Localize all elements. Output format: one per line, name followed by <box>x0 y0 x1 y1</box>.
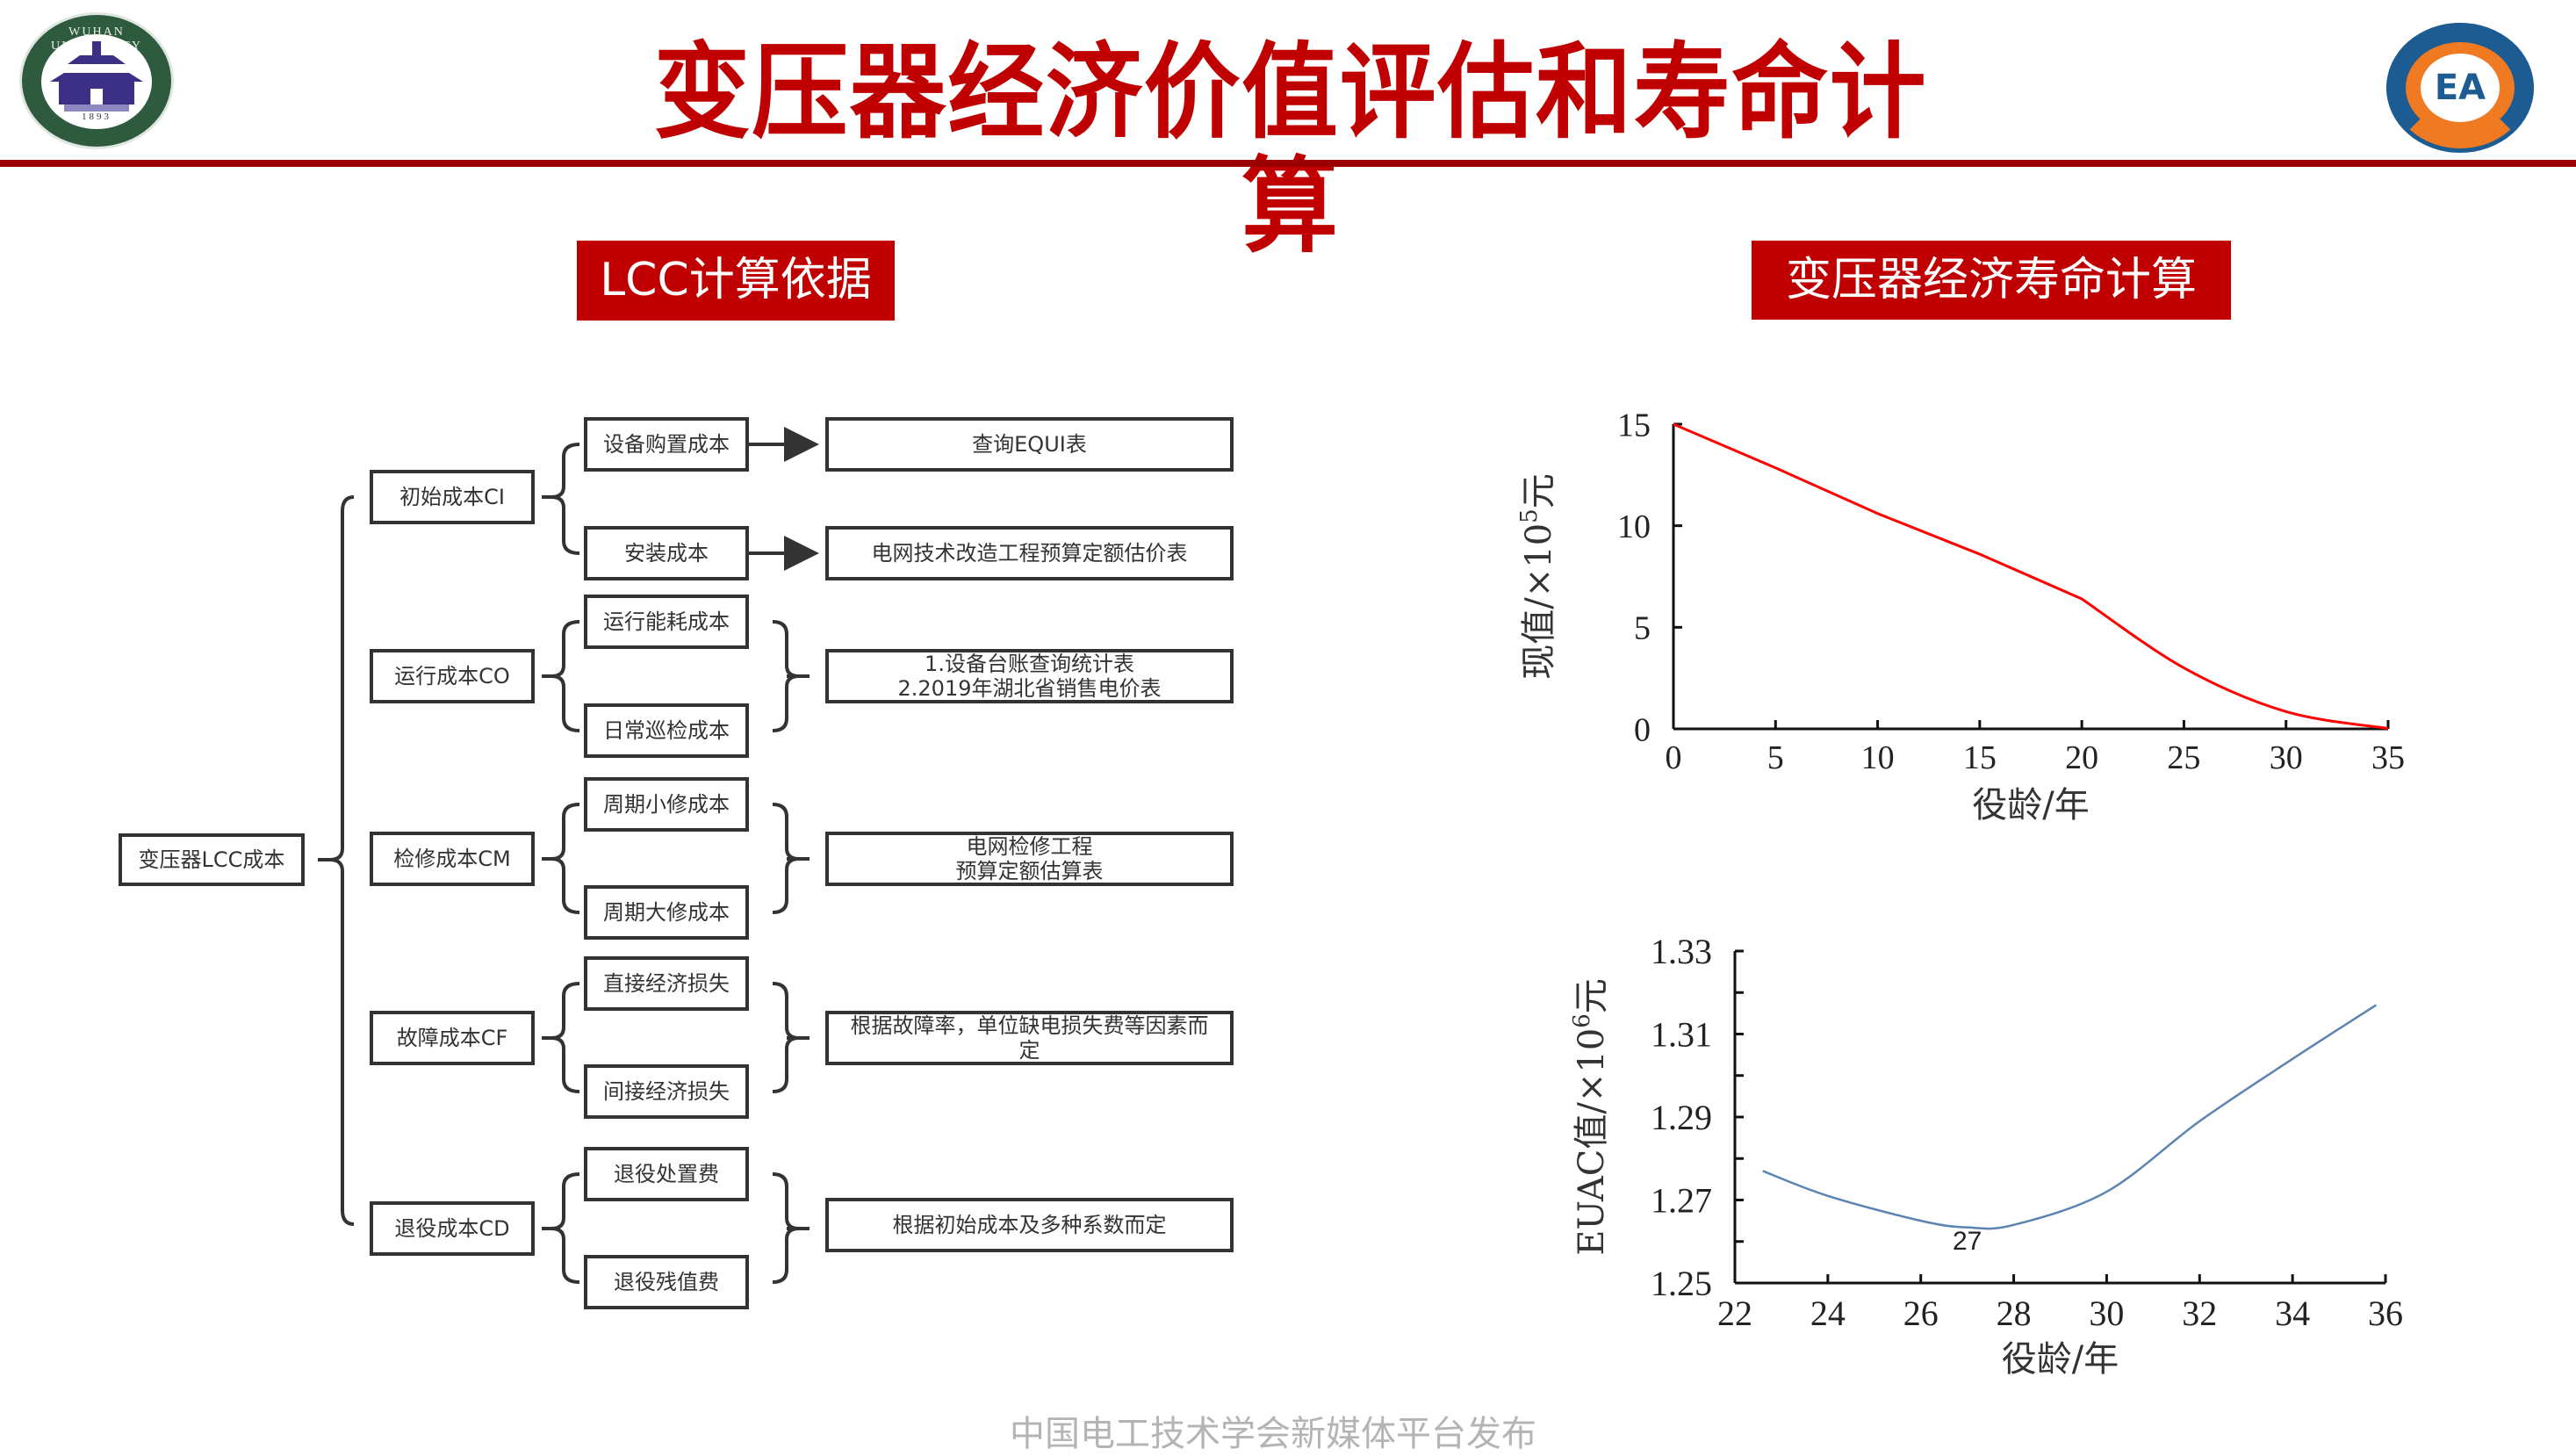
svg-text:10: 10 <box>1861 739 1895 776</box>
footer-publisher: 中国电工技术学会新媒体平台发布 <box>1010 1414 1536 1454</box>
node-installation: 安装成本 <box>584 526 749 580</box>
ref-equi-table: 查询EQUI表 <box>825 417 1234 472</box>
svg-text:役龄/年: 役龄/年 <box>1972 785 2089 825</box>
wuhan-university-logo-icon: WUHAN UNIVERSITY 1893 <box>19 12 174 149</box>
euac-plot: 22 24 26 28 30 32 34 36 1.25 1.27 1.29 1.31 1.33 27 役龄… <box>1569 932 2403 1380</box>
svg-text:1.31: 1.31 <box>1651 1015 1712 1055</box>
node-indirect-loss: 间接经济损失 <box>584 1064 749 1119</box>
economic-life-tag: 变压器经济寿命计算 <box>1752 241 2231 320</box>
node-disposal-cost: 退役成本CD <box>370 1201 535 1256</box>
node-major-repair: 周期大修成本 <box>584 885 749 940</box>
svg-text:EUAC值/×106元: EUAC值/×106元 <box>1569 978 1612 1256</box>
root-node-lcc-cost: 变压器LCC成本 <box>119 833 305 886</box>
svg-text:22: 22 <box>1717 1294 1752 1333</box>
svg-text:现值/×105元: 现值/×105元 <box>1516 473 1559 679</box>
node-minor-repair: 周期小修成本 <box>584 777 749 832</box>
lcc-basis-tag: LCC计算依据 <box>577 241 895 321</box>
svg-text:35: 35 <box>2371 739 2405 776</box>
node-maintenance-cost: 检修成本CM <box>370 832 535 886</box>
svg-text:役龄/年: 役龄/年 <box>2002 1339 2119 1380</box>
svg-text:25: 25 <box>2167 739 2200 776</box>
logo-building <box>41 34 152 129</box>
node-routine-inspection: 日常巡检成本 <box>584 703 749 758</box>
page-title: 变压器经济价值评估和寿命计算 <box>653 32 1928 267</box>
school-logo-icon: EA <box>2386 23 2534 153</box>
present-value-plot: 0 5 10 15 20 25 30 35 0 5 10 15 役龄/年 现值/×105元 <box>1516 407 2405 825</box>
svg-text:30: 30 <box>2270 739 2303 776</box>
svg-text:15: 15 <box>1617 407 1651 443</box>
logo-mark: EA <box>2434 68 2486 108</box>
svg-text:1.29: 1.29 <box>1651 1098 1712 1137</box>
ref-grid-budget-table: 电网技术改造工程预算定额估价表 <box>825 526 1234 580</box>
ref-maintenance-budget: 电网检修工程 预算定额估算表 <box>825 832 1234 886</box>
node-energy-consumption: 运行能耗成本 <box>584 595 749 649</box>
svg-text:36: 36 <box>2368 1294 2403 1333</box>
ref-initial-cost-coefficients: 根据初始成本及多种系数而定 <box>825 1198 1234 1252</box>
svg-text:32: 32 <box>2182 1294 2217 1333</box>
svg-text:10: 10 <box>1617 508 1651 545</box>
svg-text:5: 5 <box>1767 739 1784 776</box>
header-divider <box>0 160 2576 167</box>
svg-text:26: 26 <box>1903 1294 1939 1333</box>
svg-text:5: 5 <box>1634 610 1651 647</box>
node-initial-cost: 初始成本CI <box>370 470 535 524</box>
svg-text:34: 34 <box>2275 1294 2310 1333</box>
svg-text:24: 24 <box>1810 1294 1846 1333</box>
svg-text:1.25: 1.25 <box>1651 1264 1712 1303</box>
node-failure-cost: 故障成本CF <box>370 1011 535 1065</box>
svg-text:0: 0 <box>1634 711 1651 748</box>
svg-text:15: 15 <box>1963 739 1997 776</box>
svg-text:1.27: 1.27 <box>1651 1181 1712 1221</box>
node-equipment-purchase: 设备购置成本 <box>584 417 749 472</box>
svg-text:0: 0 <box>1666 739 1682 776</box>
ref-failure-rate: 根据故障率，单位缺电损失费等因素而 定 <box>825 1011 1234 1065</box>
svg-text:1.33: 1.33 <box>1651 932 1712 971</box>
svg-text:28: 28 <box>1997 1294 2032 1333</box>
node-direct-loss: 直接经济损失 <box>584 956 749 1011</box>
svg-text:20: 20 <box>2065 739 2098 776</box>
svg-text:27: 27 <box>1953 1227 1982 1256</box>
svg-text:30: 30 <box>2089 1294 2124 1333</box>
node-operation-cost: 运行成本CO <box>370 649 535 703</box>
ref-ledger-and-tariff: 1.设备台账查询统计表 2.2019年湖北省销售电价表 <box>825 649 1234 703</box>
node-disposal-fee: 退役处置费 <box>584 1147 749 1201</box>
node-residual-value: 退役残值费 <box>584 1255 749 1309</box>
logo-year: 1893 <box>82 112 112 122</box>
